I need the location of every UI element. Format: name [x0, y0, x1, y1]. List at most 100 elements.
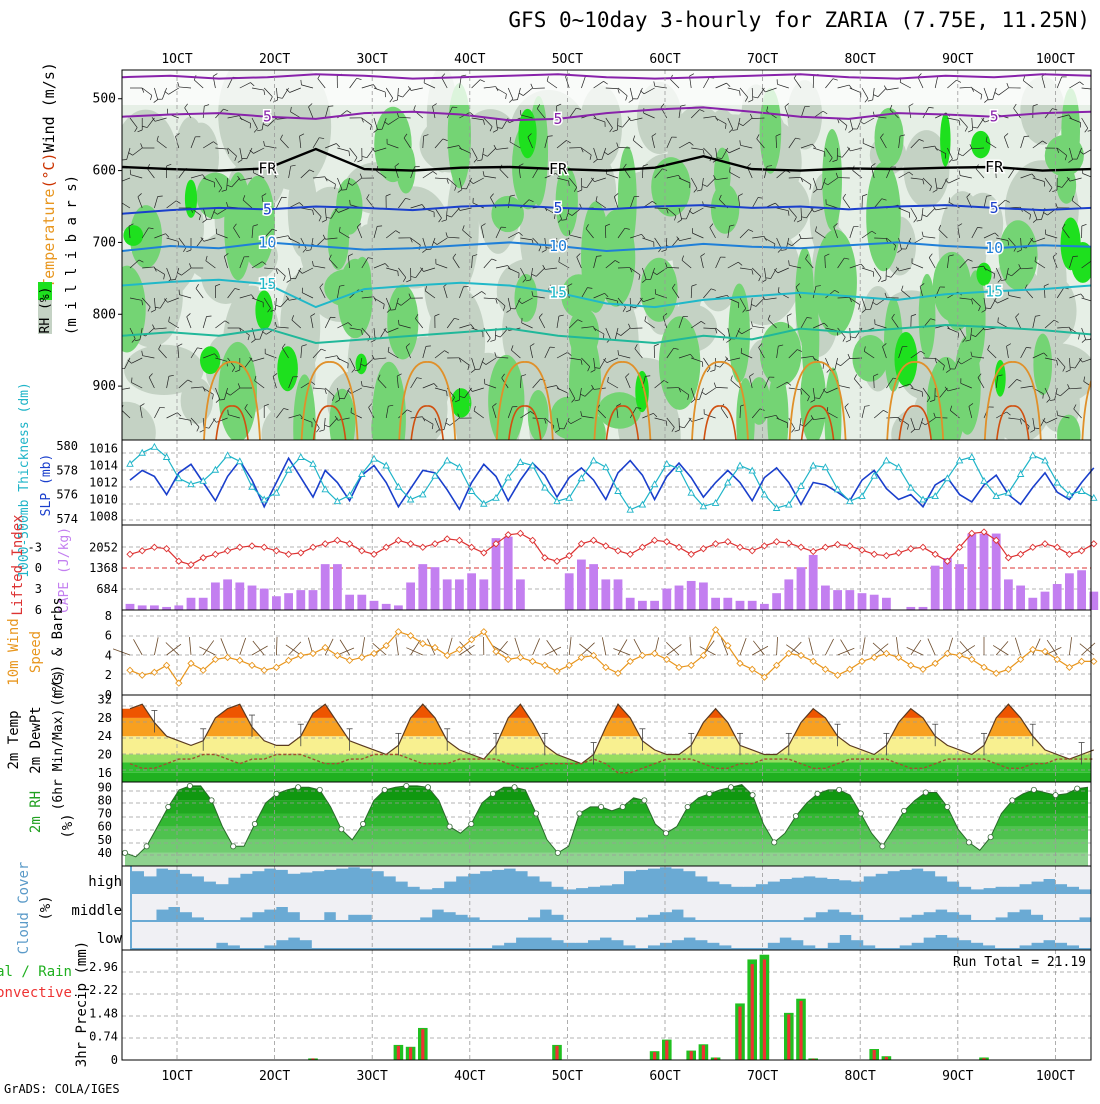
cloud-gap [396, 894, 408, 920]
cape-bar [809, 555, 818, 610]
cloud-gap [887, 866, 899, 871]
wind-speed-marker [542, 662, 548, 668]
contour-label: 5 [263, 200, 272, 218]
cloud-gap [635, 894, 647, 917]
cape-bar [882, 598, 891, 610]
cloud-gap [755, 894, 767, 920]
cloud-gap [647, 922, 659, 945]
rh-marker [923, 790, 928, 795]
lifted-index-marker [359, 548, 365, 554]
wind-barb [1094, 298, 1100, 308]
cape-bar [1053, 584, 1062, 610]
rh-marker [317, 787, 322, 792]
rh-region [371, 403, 399, 453]
lifted-tick: 6 [35, 603, 42, 617]
cloud-gap [683, 894, 695, 917]
cloud-gap [360, 922, 372, 948]
lifted-index-marker [249, 543, 255, 549]
cloud-gap [240, 866, 252, 874]
rh-marker [793, 814, 798, 819]
cloud-gap [600, 922, 612, 938]
cloud-gap [516, 866, 528, 871]
rh-marker [166, 804, 171, 809]
cloud-gap [612, 922, 624, 940]
lifted-index-marker [395, 537, 401, 543]
cloud-gap [707, 866, 719, 882]
wind-barb [154, 637, 158, 655]
lifted-index-marker [1018, 551, 1024, 557]
precip-legend-conv: Convective [0, 985, 72, 1001]
rh-marker [1031, 787, 1036, 792]
slp-marker [615, 488, 621, 494]
cloud-gap [156, 922, 168, 948]
cape-bar [321, 564, 330, 610]
cloud-ylabel: Cloud Cover [16, 862, 32, 955]
lifted-index-marker [786, 540, 792, 546]
wind-speed-marker [481, 629, 487, 635]
cloud-gap [1043, 922, 1055, 940]
cloud-gap [408, 894, 420, 920]
cloud-gap [719, 894, 731, 920]
bottom-date-tick: 2OCT [259, 1069, 290, 1084]
pressure-axis-label: (m i l l i b a r s) [64, 175, 80, 335]
slp-tick: 1016 [89, 442, 118, 456]
wind-speed-marker [993, 670, 999, 676]
slp-marker [151, 444, 157, 450]
contour-label: 15 [549, 284, 567, 302]
cloud-gap [887, 922, 899, 948]
cloud-gap [228, 866, 240, 878]
slp-marker [603, 464, 609, 470]
wind-barb [896, 637, 898, 655]
bottom-date-tick: 10OCT [1036, 1069, 1075, 1084]
cloud-gap [803, 866, 815, 876]
wind-barb [1091, 261, 1095, 264]
cloud-gap [444, 922, 456, 948]
precip-frame [122, 950, 1091, 1060]
cloud-gap [312, 866, 324, 871]
cloud-gap [1079, 866, 1091, 889]
lifted-index-marker [676, 544, 682, 550]
pressure-tick: 500 [93, 92, 116, 107]
wind-barb [1093, 406, 1094, 418]
bottom-date-tick: 4OCT [454, 1069, 485, 1084]
cape-bar [760, 604, 769, 610]
temperature-fill [122, 695, 1091, 782]
cloud-gap [240, 894, 252, 917]
rh-marker [1053, 793, 1058, 798]
cape-bar [1041, 592, 1050, 610]
cloud-gap [564, 866, 576, 889]
wind-barb [1094, 89, 1095, 94]
cloud-gap [324, 866, 336, 870]
rh-marker [425, 785, 430, 790]
cloud-gap [444, 866, 456, 882]
top-date-tick: 2OCT [259, 52, 290, 67]
cloud-gap [564, 894, 576, 920]
lifted-index-marker [554, 558, 560, 564]
lifted-index-marker [151, 544, 157, 550]
contour-label: FR [985, 158, 1004, 176]
rh-region [504, 318, 572, 366]
cloud-gap [516, 922, 528, 938]
cloud-gap [612, 894, 624, 920]
cloud-gap [683, 866, 695, 871]
rh-marker [620, 804, 625, 809]
slp-marker [969, 454, 975, 460]
cloud-gap [803, 922, 815, 945]
lifted-index-marker [1030, 544, 1036, 550]
rh-marker [966, 840, 971, 845]
cloud-gap [204, 922, 216, 948]
cloud-gap [923, 894, 935, 912]
rh-region [866, 162, 901, 272]
cloud-gap [1007, 922, 1019, 948]
cloud-gap [875, 866, 887, 874]
contour-label: 5 [263, 108, 272, 126]
wind-speed-marker [835, 672, 841, 678]
lifted-index-marker [737, 544, 743, 550]
cloud-gap [252, 922, 264, 948]
cape-bar [565, 573, 574, 610]
slp-marker [688, 490, 694, 496]
wind-barb [533, 638, 540, 655]
cloud-gap [408, 922, 420, 948]
cloud-gap [504, 922, 516, 943]
wind-barb [752, 646, 768, 655]
